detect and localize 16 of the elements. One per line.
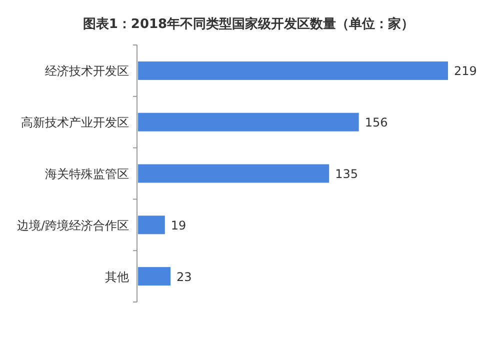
- bar: [138, 216, 165, 234]
- bar: [138, 267, 171, 286]
- bar: [138, 112, 359, 132]
- y-tick-label: 海关特殊监管区: [45, 167, 129, 181]
- data-label: 19: [170, 218, 186, 232]
- y-tick-label: 边境/跨境经济合作区: [16, 218, 129, 232]
- data-label: 23: [176, 270, 192, 284]
- y-tick-label: 经济技术开发区: [45, 64, 129, 78]
- bar: [138, 61, 448, 80]
- chart-title: 图表1：2018年不同类型国家级开发区数量（单位：家）: [82, 16, 414, 32]
- data-label: 135: [335, 167, 358, 181]
- y-tick-label: 高新技术产业开发区: [21, 116, 129, 130]
- bar: [138, 164, 330, 183]
- data-label: 219: [454, 64, 477, 78]
- y-tick-label: 其他: [105, 270, 129, 284]
- data-label: 156: [364, 116, 388, 130]
